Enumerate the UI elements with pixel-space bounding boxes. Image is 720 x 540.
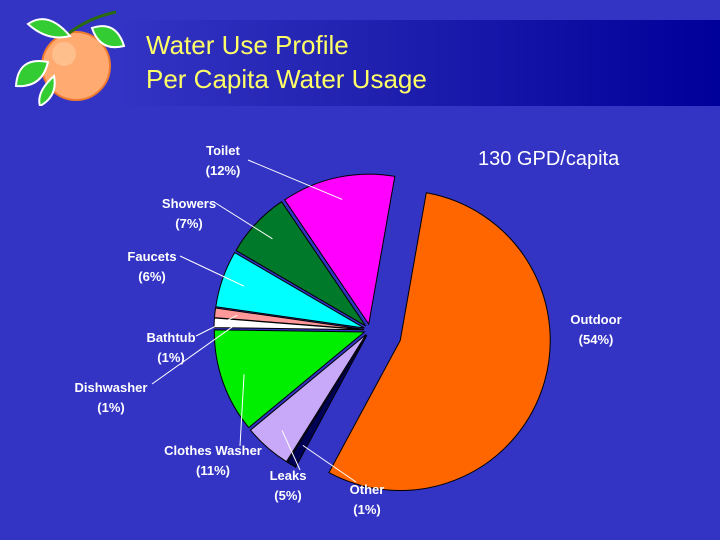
slice-label-outdoor: Outdoor (54%)	[570, 312, 621, 347]
pie-slice-faucets	[215, 251, 365, 329]
leader-line-dishwasher	[151, 323, 237, 385]
per-capita-annotation: 130 GPD/capita	[478, 148, 620, 170]
pie-slice-bathtub	[213, 307, 365, 330]
title-banner	[120, 20, 720, 106]
leader-line-faucets	[179, 255, 245, 287]
slice-label-showers: Showers (7%)	[162, 196, 216, 231]
pie-slice-toilet	[283, 173, 396, 326]
leader-line-clothes-washer	[239, 374, 245, 447]
leader-line-bathtub	[195, 314, 238, 337]
pie-slice-leaks	[249, 334, 367, 463]
orange-fruit-icon	[14, 10, 126, 106]
pie-slice-outdoor	[328, 192, 551, 491]
slice-label-dishwasher: Dishwasher (1%)	[75, 380, 148, 415]
title-line-1: Water Use Profile	[146, 30, 349, 60]
leader-line-other	[302, 444, 357, 483]
slice-label-clothes-washer: Clothes Washer (11%)	[164, 443, 262, 478]
pie-slice-clothes-washer	[213, 329, 366, 429]
leader-line-toilet	[247, 159, 343, 200]
slice-label-leaks: Leaks (5%)	[270, 468, 307, 503]
slice-label-toilet: Toilet (12%)	[206, 143, 241, 178]
leader-line-leaks	[281, 430, 301, 471]
pie-slice-showers	[235, 200, 367, 327]
leader-line-showers	[213, 201, 273, 240]
page-title: Water Use Profile Per Capita Water Usage	[146, 28, 427, 96]
title-line-2: Per Capita Water Usage	[146, 64, 427, 94]
slice-label-other: Other (1%)	[350, 482, 385, 517]
slice-label-faucets: Faucets (6%)	[127, 249, 176, 284]
slice-label-bathtub: Bathtub (1%)	[146, 330, 195, 365]
pie-slice-other	[286, 334, 368, 468]
